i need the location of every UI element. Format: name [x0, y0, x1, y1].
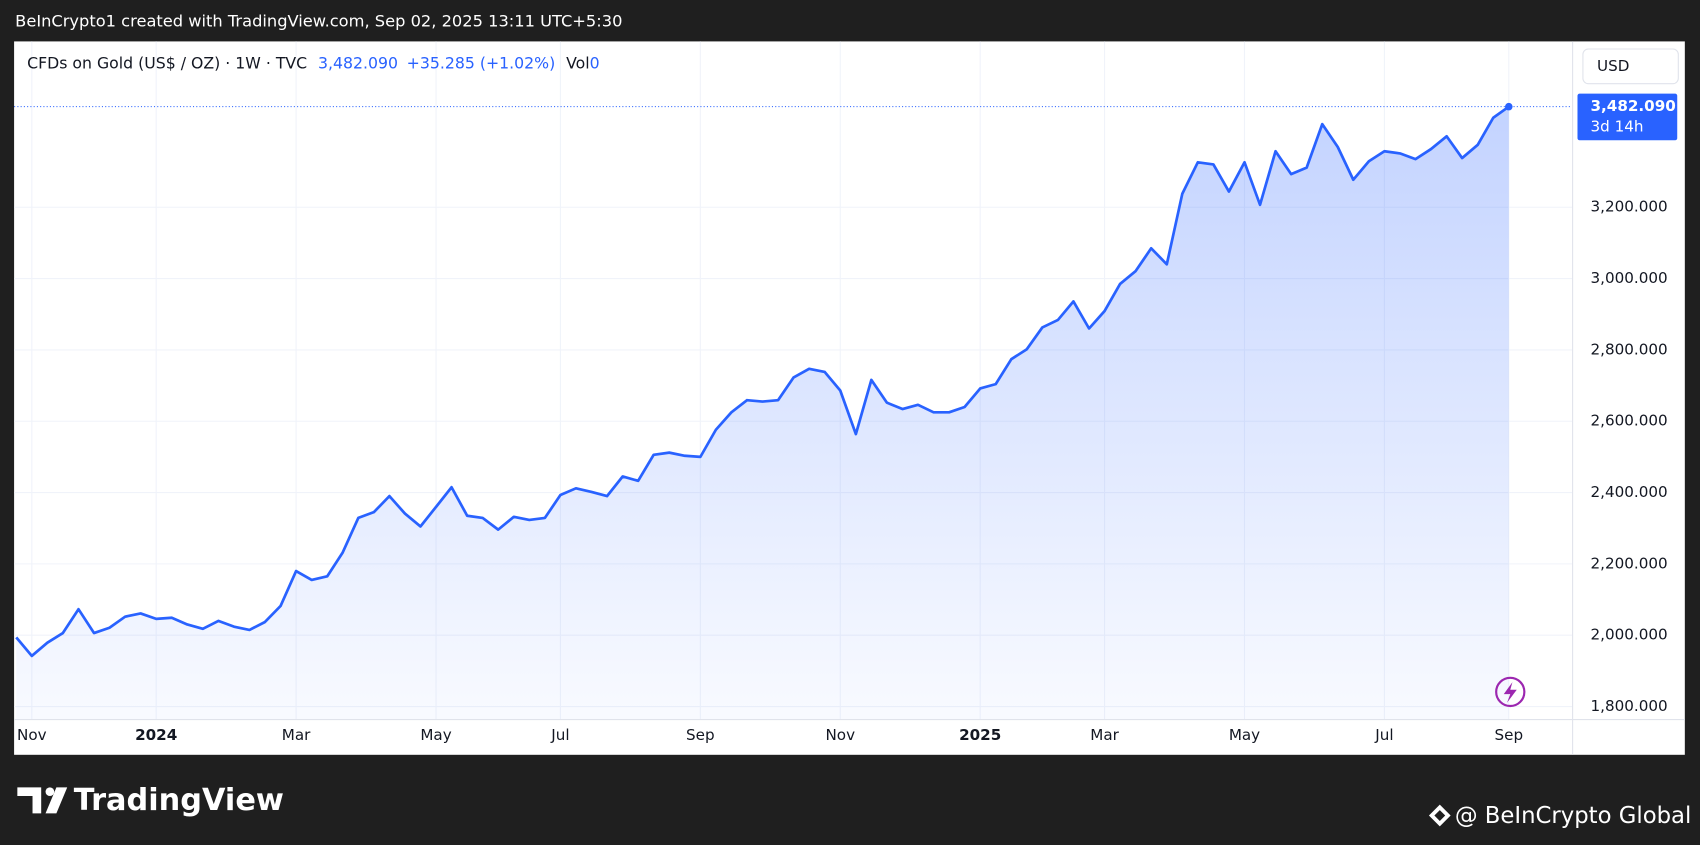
flash-circle[interactable]: [1495, 676, 1526, 708]
y-tick-label: 2,400.000: [1590, 483, 1667, 501]
x-tick-label: 2024: [135, 726, 177, 744]
legend-symbol: CFDs on Gold (US$ / OZ) · 1W · TVC: [27, 54, 307, 73]
x-tick-label: Nov: [17, 726, 47, 744]
x-tick-label: Jul: [550, 726, 569, 744]
y-tick-label: 2,800.000: [1590, 340, 1667, 358]
last-point: [1504, 102, 1513, 111]
logo-v: [45, 787, 68, 814]
legend-volume-label: Vol: [566, 54, 590, 73]
flash-bolt[interactable]: [1503, 682, 1517, 703]
area-fill: [16, 106, 1509, 720]
y-tick-label: 3,000.000: [1590, 269, 1667, 287]
footer-credit: @ BeInCrypto Global: [1455, 803, 1692, 829]
y-tick-label: 2,000.000: [1590, 626, 1667, 644]
currency-label[interactable]: USD: [1597, 57, 1629, 75]
y-tick-label: 3,200.000: [1590, 198, 1667, 216]
x-tick-label: Sep: [1495, 726, 1524, 744]
flash-icon[interactable]: [1495, 676, 1526, 708]
logo-dot: [45, 787, 55, 797]
x-tick-label: Mar: [282, 726, 311, 744]
x-tick-label: Sep: [686, 726, 715, 744]
currency-button[interactable]: [1582, 48, 1679, 85]
x-tick-label: Jul: [1374, 726, 1393, 744]
x-tick-label: Nov: [825, 726, 855, 744]
footer-logo: [17, 787, 68, 814]
y-tick-label: 2,600.000: [1590, 412, 1667, 430]
credit-icon: [1428, 804, 1451, 827]
x-tick-label: May: [420, 726, 451, 744]
y-tick-label: 2,200.000: [1590, 554, 1667, 572]
legend-price: 3,482.090: [318, 54, 398, 73]
price-line: [15, 105, 1510, 658]
logo-t: [17, 787, 42, 814]
price-tag-countdown: 3d 14h: [1590, 118, 1643, 136]
legend-volume: 0: [590, 54, 600, 73]
caption: BeInCrypto1 created with TradingView.com…: [15, 11, 622, 30]
price-tag: [1577, 93, 1678, 141]
footer-brand: TradingView: [74, 783, 284, 818]
x-tick-label: May: [1229, 726, 1260, 744]
price-tag-price: 3,482.090: [1590, 97, 1675, 115]
y-tick-label: 1,800.000: [1590, 697, 1667, 715]
x-tick-label: Mar: [1090, 726, 1119, 744]
legend-change: +35.285 (+1.02%): [407, 54, 556, 73]
x-tick-label: 2025: [959, 726, 1001, 744]
